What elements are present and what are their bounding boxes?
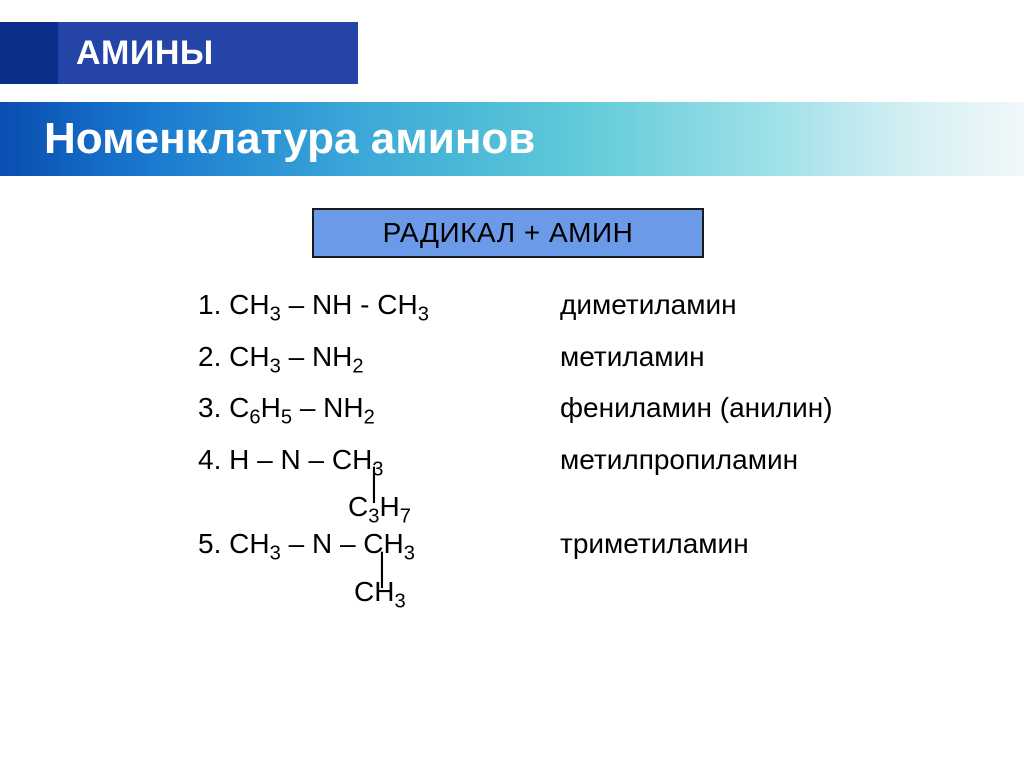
rule-box: РАДИКАЛ + АМИН [312, 208, 704, 258]
item-branch: CH3 [198, 578, 560, 606]
header-bar: АМИНЫ [0, 22, 358, 84]
item-num: 1. [198, 289, 221, 320]
name-2: метиламин [560, 340, 705, 374]
content-area: 1. CH3 – NH - CH3 диметиламин 2. CH3 – N… [0, 288, 1024, 606]
name-1: диметиламин [560, 288, 737, 322]
item-formula: C6H5 – NH2 [229, 392, 375, 423]
item-formula: CH3 – NH - CH3 [229, 289, 429, 320]
item-num: 4. [198, 444, 221, 475]
item-formula: CH3 – NH2 [229, 341, 363, 372]
name-4: метилпропиламин [560, 443, 798, 477]
item-row-4: 4. H – N – CH3 │ C3H7 метилпропиламин [0, 443, 1024, 522]
item-formula: H – N – CH3 [229, 444, 383, 475]
subtitle-bar: Номенклатура аминов [0, 102, 1024, 176]
item-num: 2. [198, 341, 221, 372]
item-num: 5. [198, 528, 221, 559]
formula-4: 4. H – N – CH3 │ C3H7 [0, 443, 560, 522]
item-branch: C3H7 [198, 493, 560, 521]
formula-3: 3. C6H5 – NH2 [0, 391, 560, 425]
subtitle-text: Номенклатура аминов [44, 114, 535, 164]
header-title: АМИНЫ [76, 34, 214, 73]
name-5: триметиламин [560, 527, 749, 561]
header-main: АМИНЫ [58, 22, 358, 84]
item-row-3: 3. C6H5 – NH2 фениламин (анилин) [0, 391, 1024, 425]
item-row-2: 2. CH3 – NH2 метиламин [0, 340, 1024, 374]
formula-5: 5. CH3 – N – CH3 │ CH3 [0, 527, 560, 606]
formula-2: 2. CH3 – NH2 [0, 340, 560, 374]
name-3: фениламин (анилин) [560, 391, 833, 425]
item-row-1: 1. CH3 – NH - CH3 диметиламин [0, 288, 1024, 322]
rule-text: РАДИКАЛ + АМИН [383, 217, 634, 249]
header-accent [0, 22, 58, 84]
formula-1: 1. CH3 – NH - CH3 [0, 288, 560, 322]
item-num: 3. [198, 392, 221, 423]
item-row-5: 5. CH3 – N – CH3 │ CH3 триметиламин [0, 527, 1024, 606]
